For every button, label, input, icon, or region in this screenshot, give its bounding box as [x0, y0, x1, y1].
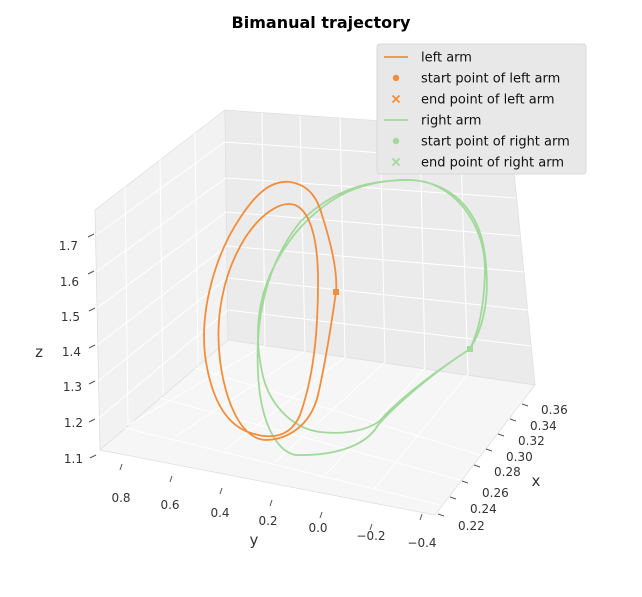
legend-box	[376, 43, 587, 175]
x-tick-label: 0.22	[458, 519, 485, 533]
y-tick-label: 0.4	[210, 506, 229, 520]
left-arm-marker	[333, 289, 339, 295]
x-tick-label: 0.34	[530, 419, 557, 433]
legend: left arm start point of left arm end point…	[376, 43, 587, 175]
legend-label: right arm	[421, 114, 481, 129]
x-axis-label: x	[532, 472, 541, 490]
z-tick-label: 1.3	[63, 380, 82, 394]
legend-label: start point of right arm	[421, 135, 570, 150]
legend-symbol	[391, 157, 401, 167]
y-tick-label: 0.2	[258, 514, 277, 528]
z-axis-label: z	[35, 343, 43, 361]
y-axis-label: y	[250, 531, 259, 549]
z-tick-label: 1.6	[60, 275, 79, 289]
y-tick-label: 0.8	[111, 491, 130, 505]
legend-label: left arm	[421, 51, 472, 66]
y-tick-label: −0.2	[356, 529, 385, 543]
y-tick-label: 0.0	[308, 521, 327, 535]
x-axis: 0.22 0.24 0.26 0.28 0.30 0.32 0.34 0.36 …	[437, 403, 568, 533]
legend-symbol	[392, 74, 400, 82]
z-tick-label: 1.5	[61, 310, 80, 324]
legend-label: start point of left arm	[421, 72, 560, 87]
legend-symbol	[392, 137, 400, 145]
z-tick-label: 1.1	[64, 452, 83, 466]
right-arm-marker	[467, 346, 473, 352]
legend-label: end point of right arm	[421, 156, 564, 171]
legend-symbol	[391, 94, 401, 104]
x-tick-label: 0.26	[482, 486, 509, 500]
x-tick-label: 0.32	[518, 434, 545, 448]
z-tick-label: 1.2	[64, 416, 83, 430]
y-tick-label: −0.4	[407, 536, 436, 550]
z-axis: 1.1 1.2 1.3 1.4 1.5 1.6 1.7 z	[35, 233, 97, 466]
trajectories	[203, 179, 488, 456]
chart-title: Bimanual trajectory	[232, 13, 411, 32]
x-tick-label: 0.28	[494, 465, 521, 479]
y-axis: 0.8 0.6 0.4 0.2 0.0 −0.2 −0.4 y	[111, 463, 437, 550]
x-tick-label: 0.36	[541, 403, 568, 417]
y-tick-label: 0.6	[160, 498, 179, 512]
series-line-left-arm	[203, 181, 338, 441]
z-tick-label: 1.7	[59, 239, 78, 253]
x-tick-label: 0.24	[470, 502, 497, 516]
z-tick-label: 1.4	[62, 345, 81, 359]
legend-label: end point of left arm	[421, 93, 555, 108]
x-tick-label: 0.30	[506, 450, 533, 464]
